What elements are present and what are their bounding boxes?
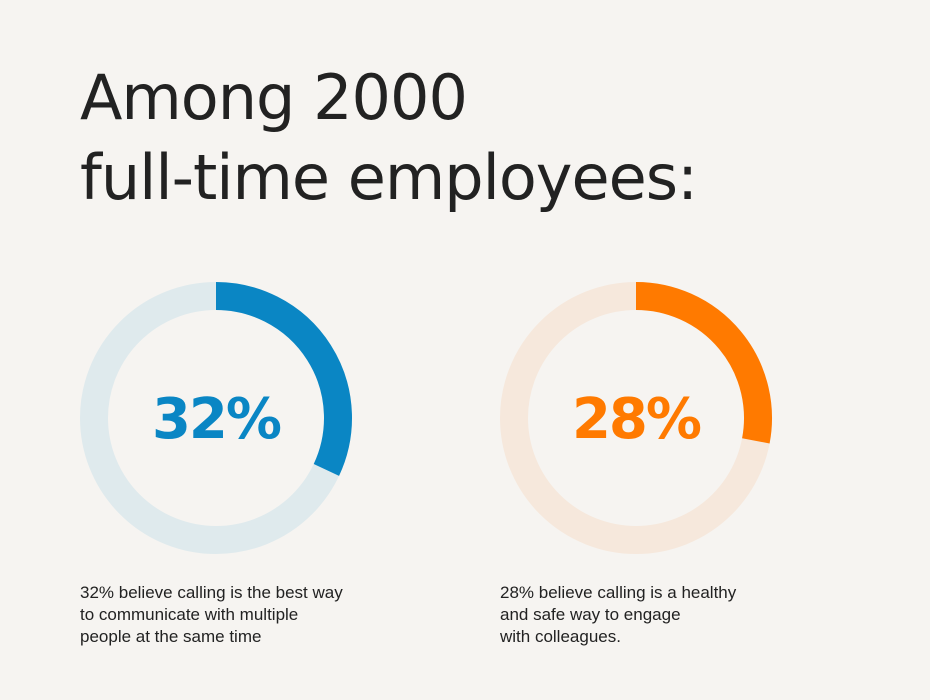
donut-chart-28: 28% <box>500 282 772 554</box>
donut-value-segment <box>635 282 772 444</box>
caption-line-2: and safe way to engage <box>500 605 681 624</box>
caption-line-1: 28% believe calling is a healthy <box>500 583 737 602</box>
title-line-2: full-time employees: <box>80 141 698 214</box>
page-title: Among 2000 full-time employees: <box>80 58 698 218</box>
caption-line-3: with colleagues. <box>500 627 621 646</box>
donut-value-segment <box>215 282 352 476</box>
stat-caption: 28% believe calling is a healthy and saf… <box>500 582 820 648</box>
title-line-1: Among 2000 <box>80 61 468 134</box>
stat-caption: 32% believe calling is the best way to c… <box>80 582 400 648</box>
caption-line-2: to communicate with multiple <box>80 605 299 624</box>
caption-line-1: 32% believe calling is the best way <box>80 583 343 602</box>
caption-line-3: people at the same time <box>80 627 262 646</box>
donut-center-label: 28% <box>572 387 701 452</box>
donut-center-label: 32% <box>152 387 281 452</box>
donut-chart-32: 32% <box>80 282 352 554</box>
